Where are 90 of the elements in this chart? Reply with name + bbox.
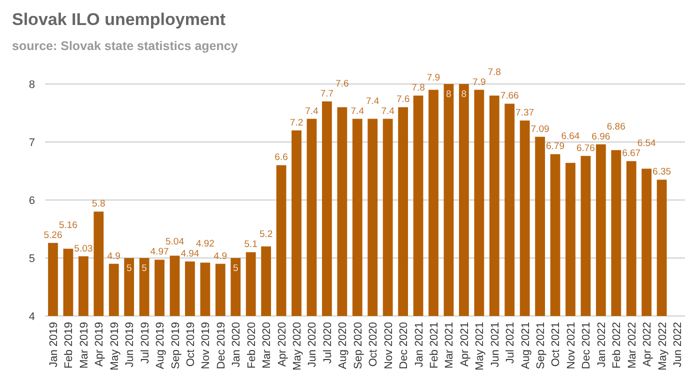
data-label: 4.9 bbox=[214, 250, 228, 262]
data-label: 4.97 bbox=[150, 246, 169, 258]
data-label: 4.94 bbox=[180, 248, 200, 260]
x-tick-label: Sep 2021 bbox=[535, 322, 548, 370]
x-tick-label: Jun 2021 bbox=[489, 322, 502, 368]
x-tick-label: Nov 2020 bbox=[382, 322, 395, 370]
data-label: 7.6 bbox=[396, 94, 410, 106]
data-label: 4.92 bbox=[196, 238, 214, 250]
x-tick-label: Mar 2022 bbox=[626, 322, 638, 368]
data-label: 7.4 bbox=[366, 96, 380, 107]
x-tick-label: Aug 2021 bbox=[520, 322, 532, 370]
y-tick-label: 6 bbox=[28, 194, 35, 207]
x-tick-label: May 2021 bbox=[474, 322, 486, 370]
x-tick-label: Jan 2022 bbox=[596, 322, 608, 368]
x-tick-label: Mar 2021 bbox=[444, 322, 456, 368]
y-tick-label: 4 bbox=[28, 310, 35, 323]
chart-subtitle: source: Slovak state statistics agency bbox=[12, 39, 238, 53]
data-label: 6.79 bbox=[546, 141, 564, 152]
data-label: 6.54 bbox=[637, 138, 656, 150]
x-tick-label: Dec 2021 bbox=[580, 322, 593, 370]
x-tick-label: Jan 2019 bbox=[48, 322, 60, 368]
x-tick-label: Jul 2020 bbox=[322, 322, 334, 364]
x-tick-label: Nov 2021 bbox=[565, 322, 578, 370]
data-label: 7.9 bbox=[472, 76, 486, 88]
x-tick-label: Jun 2022 bbox=[672, 322, 684, 368]
data-label: 5.16 bbox=[58, 220, 78, 231]
data-label: 5.26 bbox=[44, 230, 62, 241]
x-tick-label: Oct 2021 bbox=[550, 322, 562, 367]
x-tick-label: Jan 2020 bbox=[230, 322, 243, 368]
data-label: 7.9 bbox=[426, 72, 440, 84]
x-tick-label: Apr 2021 bbox=[458, 322, 471, 367]
data-label: 8 bbox=[446, 89, 452, 100]
x-tick-label: Dec 2020 bbox=[398, 322, 410, 370]
data-label: 5.8 bbox=[92, 198, 106, 210]
data-label: 7.37 bbox=[516, 108, 534, 119]
x-tick-label: Feb 2019 bbox=[63, 322, 76, 368]
data-label: 6.96 bbox=[592, 131, 610, 142]
x-tick-label: May 2022 bbox=[656, 322, 669, 370]
data-label: 7.4 bbox=[305, 106, 318, 117]
x-tick-label: Feb 2021 bbox=[428, 322, 440, 368]
chart-title: Slovak ILO unemployment bbox=[12, 10, 226, 29]
x-tick-label: Apr 2022 bbox=[642, 322, 654, 367]
data-label: 7.8 bbox=[488, 66, 501, 78]
data-label: 6.6 bbox=[274, 152, 288, 164]
data-label: 5.2 bbox=[259, 229, 273, 240]
data-label: 6.67 bbox=[622, 148, 641, 160]
x-tick-label: Oct 2020 bbox=[368, 322, 380, 367]
x-tick-label: Jan 2021 bbox=[413, 322, 426, 368]
data-label: 6.86 bbox=[606, 121, 626, 132]
x-tick-label: May 2020 bbox=[292, 322, 304, 370]
y-tick-label: 7 bbox=[28, 136, 35, 149]
data-label: 7.66 bbox=[500, 90, 519, 102]
x-tick-label: Apr 2019 bbox=[94, 322, 106, 367]
x-tick-label: Jun 2019 bbox=[124, 322, 136, 368]
x-tick-label: Jul 2021 bbox=[504, 322, 517, 364]
x-tick-label: Nov 2019 bbox=[200, 322, 212, 370]
x-tick-label: Jun 2020 bbox=[306, 322, 319, 368]
x-tick-label: Mar 2019 bbox=[78, 322, 90, 368]
data-label: 7.8 bbox=[412, 82, 425, 94]
data-label: 7.6 bbox=[336, 78, 349, 90]
data-label: 5.1 bbox=[244, 239, 258, 250]
data-label: 8 bbox=[461, 89, 467, 100]
data-label: 5 bbox=[142, 263, 147, 274]
x-tick-label: Sep 2020 bbox=[352, 322, 364, 370]
data-label: 7.09 bbox=[530, 124, 550, 135]
data-label: 6.35 bbox=[652, 166, 672, 178]
data-label: 5.04 bbox=[166, 236, 184, 248]
x-tick-label: Dec 2019 bbox=[215, 322, 228, 370]
data-label: 7.7 bbox=[320, 88, 334, 100]
data-label: 7.4 bbox=[350, 106, 364, 117]
data-label: 7.2 bbox=[290, 117, 304, 128]
data-label: 5 bbox=[232, 263, 238, 274]
x-tick-label: May 2019 bbox=[108, 322, 121, 370]
x-tick-label: Feb 2022 bbox=[611, 322, 624, 368]
data-label: 5 bbox=[126, 263, 132, 274]
x-tick-label: Aug 2020 bbox=[337, 322, 350, 370]
data-label: 5.03 bbox=[74, 243, 93, 254]
data-label: 4.9 bbox=[107, 250, 120, 262]
x-tick-label: Apr 2020 bbox=[276, 322, 288, 367]
x-tick-label: Jul 2019 bbox=[139, 322, 152, 364]
data-label: 6.76 bbox=[576, 142, 595, 154]
x-tick-label: Aug 2019 bbox=[154, 322, 167, 370]
x-tick-label: Oct 2019 bbox=[184, 322, 197, 367]
x-tick-label: Mar 2020 bbox=[261, 322, 274, 368]
data-label: 7.4 bbox=[381, 106, 394, 117]
x-tick-label: Sep 2019 bbox=[170, 322, 182, 370]
x-tick-label: Feb 2020 bbox=[246, 322, 258, 368]
y-tick-label: 8 bbox=[28, 78, 35, 91]
data-label: 6.64 bbox=[561, 131, 580, 142]
y-tick-label: 5 bbox=[28, 252, 35, 265]
